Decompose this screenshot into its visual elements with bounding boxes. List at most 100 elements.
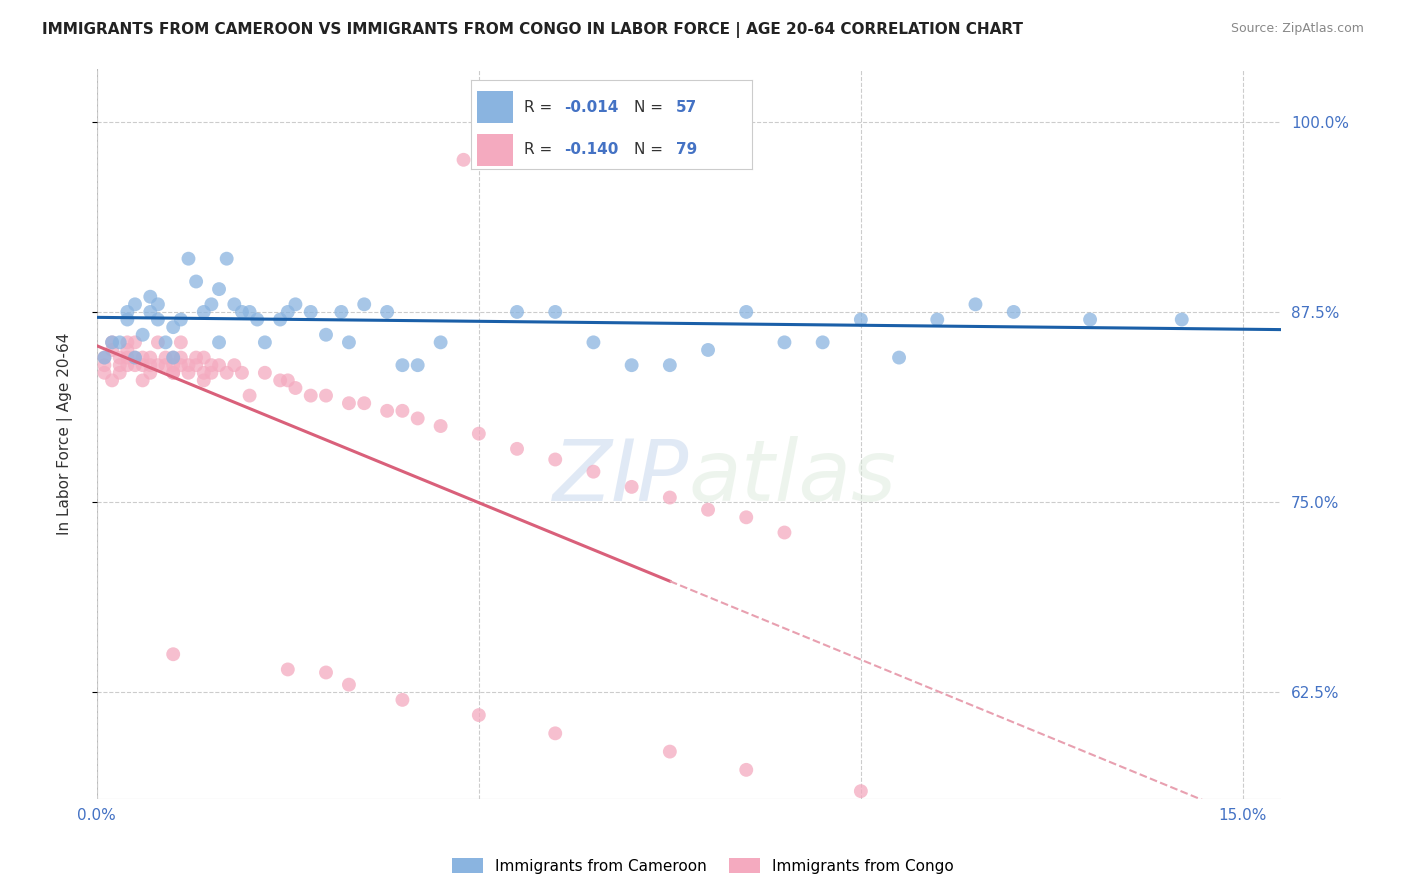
- Point: [208, 335, 231, 350]
- Point: [330, 305, 353, 319]
- Point: [139, 358, 162, 372]
- Text: N =: N =: [634, 100, 668, 114]
- Point: [887, 351, 910, 365]
- Point: [544, 726, 567, 740]
- Point: [124, 351, 146, 365]
- Point: [735, 305, 758, 319]
- Point: [200, 366, 222, 380]
- Point: [375, 305, 398, 319]
- Point: [697, 502, 720, 516]
- Point: [544, 452, 567, 467]
- Point: [277, 373, 299, 387]
- Point: [146, 312, 169, 326]
- Point: [406, 358, 429, 372]
- Point: [468, 426, 491, 441]
- Point: [200, 297, 222, 311]
- Point: [468, 708, 491, 723]
- Point: [391, 404, 413, 418]
- Bar: [477, 134, 513, 166]
- Point: [146, 297, 169, 311]
- Point: [506, 305, 529, 319]
- Point: [184, 351, 207, 365]
- Point: [582, 335, 605, 350]
- Text: Source: ZipAtlas.com: Source: ZipAtlas.com: [1230, 22, 1364, 36]
- Text: 79: 79: [676, 143, 697, 157]
- Text: N =: N =: [634, 143, 668, 157]
- Point: [277, 305, 299, 319]
- Y-axis label: In Labor Force | Age 20-64: In Labor Force | Age 20-64: [58, 333, 73, 535]
- Point: [101, 335, 124, 350]
- Point: [162, 358, 184, 372]
- Point: [93, 351, 115, 365]
- Point: [927, 312, 949, 326]
- Point: [117, 343, 139, 357]
- Point: [269, 312, 291, 326]
- Point: [429, 335, 451, 350]
- Point: [811, 335, 834, 350]
- Point: [620, 480, 643, 494]
- Point: [215, 366, 238, 380]
- Text: R =: R =: [524, 143, 558, 157]
- Point: [269, 373, 291, 387]
- Point: [1002, 305, 1025, 319]
- Point: [162, 647, 184, 661]
- Point: [246, 312, 269, 326]
- Point: [131, 327, 153, 342]
- Point: [224, 358, 246, 372]
- Point: [193, 351, 215, 365]
- Point: [253, 335, 276, 350]
- Point: [208, 358, 231, 372]
- Point: [155, 335, 177, 350]
- Point: [337, 396, 360, 410]
- Point: [108, 335, 131, 350]
- Point: [337, 335, 360, 350]
- Point: [315, 665, 337, 680]
- Point: [215, 252, 238, 266]
- Point: [582, 465, 605, 479]
- Point: [162, 366, 184, 380]
- Text: ZIP: ZIP: [553, 436, 689, 519]
- Point: [231, 366, 253, 380]
- Point: [93, 366, 115, 380]
- Point: [170, 312, 193, 326]
- Point: [93, 358, 115, 372]
- Point: [170, 351, 193, 365]
- Point: [101, 343, 124, 357]
- Point: [117, 305, 139, 319]
- Point: [124, 358, 146, 372]
- Point: [170, 335, 193, 350]
- Point: [139, 351, 162, 365]
- Point: [117, 358, 139, 372]
- Point: [208, 282, 231, 296]
- Point: [965, 297, 987, 311]
- Point: [101, 335, 124, 350]
- Point: [429, 419, 451, 434]
- Point: [468, 153, 491, 167]
- Point: [391, 358, 413, 372]
- Point: [131, 351, 153, 365]
- Point: [124, 335, 146, 350]
- Point: [658, 491, 681, 505]
- Point: [277, 662, 299, 676]
- Point: [315, 389, 337, 403]
- Point: [108, 358, 131, 372]
- Point: [353, 297, 375, 311]
- Point: [117, 351, 139, 365]
- Point: [544, 305, 567, 319]
- Point: [506, 442, 529, 456]
- Point: [162, 351, 184, 365]
- Point: [117, 335, 139, 350]
- Point: [224, 297, 246, 311]
- Point: [162, 366, 184, 380]
- Text: 57: 57: [676, 100, 697, 114]
- Point: [253, 366, 276, 380]
- Point: [193, 305, 215, 319]
- Point: [239, 305, 262, 319]
- Point: [231, 305, 253, 319]
- Text: R =: R =: [524, 100, 558, 114]
- Text: -0.140: -0.140: [564, 143, 619, 157]
- Text: atlas: atlas: [689, 436, 897, 519]
- Point: [162, 320, 184, 334]
- Point: [620, 358, 643, 372]
- Point: [391, 693, 413, 707]
